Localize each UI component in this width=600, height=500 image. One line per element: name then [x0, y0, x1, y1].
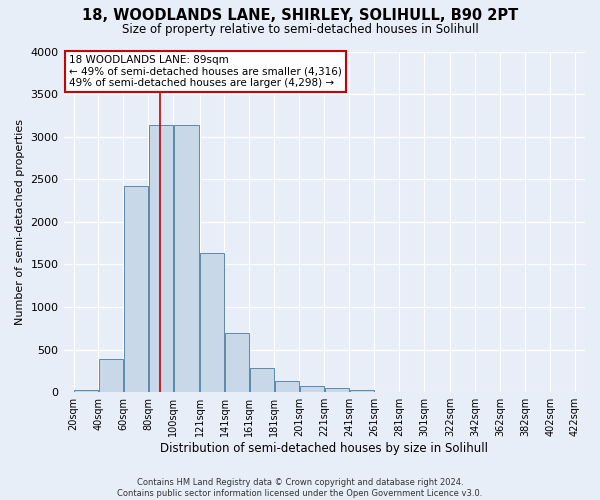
Y-axis label: Number of semi-detached properties: Number of semi-detached properties — [15, 119, 25, 325]
Bar — [325, 388, 349, 392]
Bar — [250, 368, 274, 392]
X-axis label: Distribution of semi-detached houses by size in Solihull: Distribution of semi-detached houses by … — [160, 442, 488, 455]
Text: 18 WOODLANDS LANE: 89sqm
← 49% of semi-detached houses are smaller (4,316)
49% o: 18 WOODLANDS LANE: 89sqm ← 49% of semi-d… — [69, 55, 341, 88]
Text: Contains HM Land Registry data © Crown copyright and database right 2024.
Contai: Contains HM Land Registry data © Crown c… — [118, 478, 482, 498]
Bar — [74, 390, 98, 392]
Text: 18, WOODLANDS LANE, SHIRLEY, SOLIHULL, B90 2PT: 18, WOODLANDS LANE, SHIRLEY, SOLIHULL, B… — [82, 8, 518, 22]
Bar — [174, 125, 199, 392]
Bar — [200, 252, 224, 392]
Bar — [275, 381, 299, 392]
Bar — [225, 334, 249, 392]
Bar — [350, 390, 374, 392]
Bar — [149, 125, 173, 392]
Bar — [99, 359, 123, 392]
Bar — [124, 186, 148, 392]
Text: Size of property relative to semi-detached houses in Solihull: Size of property relative to semi-detach… — [122, 22, 478, 36]
Bar — [299, 386, 324, 392]
